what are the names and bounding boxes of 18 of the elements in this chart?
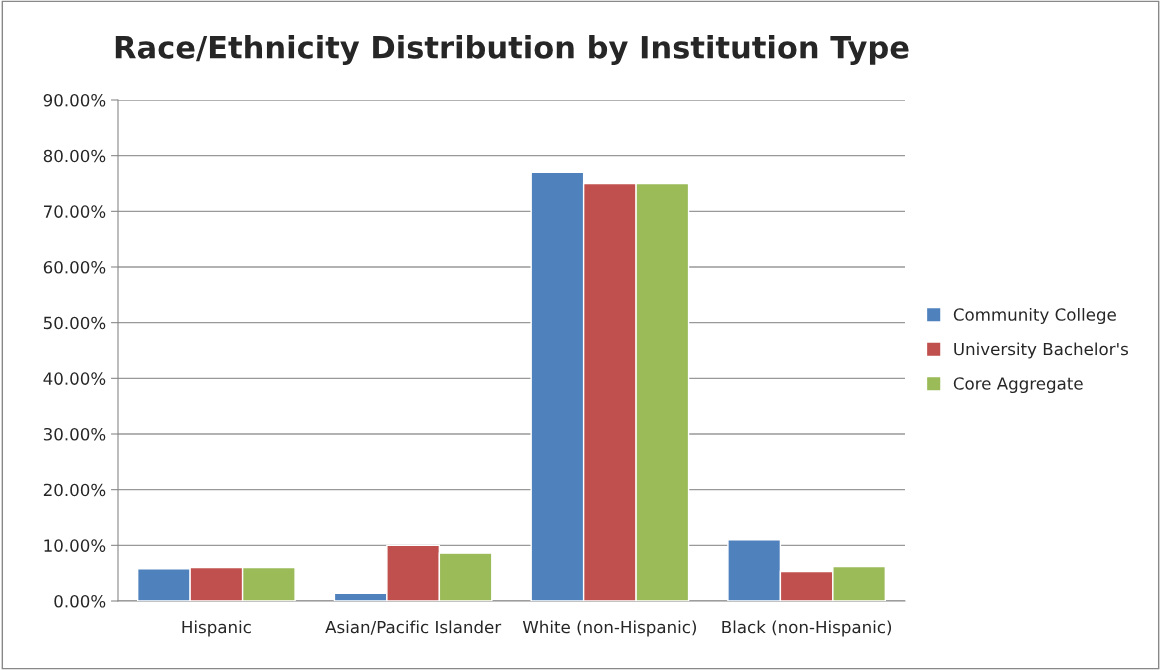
y-tick-label: 70.00%: [44, 205, 106, 218]
y-tick-label: 90.00%: [43, 93, 106, 107]
legend-label: Core Aggregate: [953, 377, 1083, 394]
x-tick-label: Asian/Pacific Islander: [325, 620, 502, 635]
x-tick-label: White (non-Hispanic): [522, 620, 696, 637]
y-tick-label: 10.00%: [44, 539, 106, 552]
y-tick-label: 0.00%: [54, 594, 106, 608]
y-tick-label: 40.00%: [43, 372, 106, 385]
x-tick-label: Hispanic: [182, 620, 251, 637]
legend-label: University Bachelor's: [954, 342, 1128, 359]
x-tick-label: Black (non-Hispanic): [722, 620, 892, 637]
legend-label: Community College: [953, 307, 1116, 325]
y-tick-label: 80.00%: [43, 149, 106, 163]
y-tick-label: 50.00%: [43, 316, 106, 330]
y-tick-label: 20.00%: [43, 483, 106, 497]
y-tick-label: 60.00%: [43, 260, 106, 274]
y-tick-label: 30.00%: [43, 427, 106, 441]
chart-title: Race/Ethnicity Distribution by Institution Type: [115, 35, 909, 65]
